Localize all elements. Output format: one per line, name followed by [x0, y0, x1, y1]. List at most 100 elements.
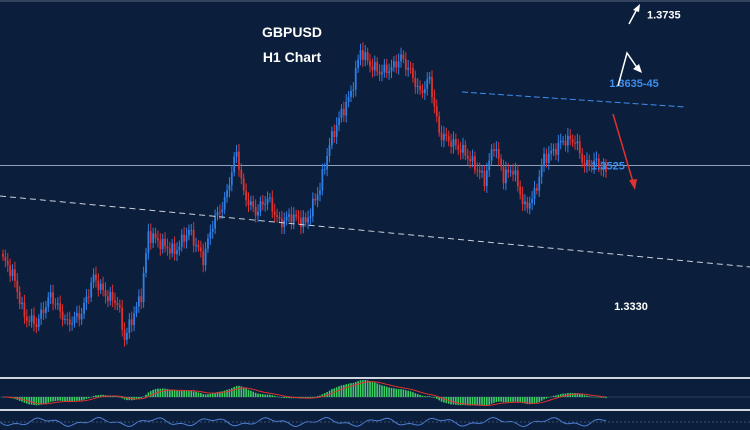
candle-body: [276, 215, 278, 217]
histogram-bar: [64, 397, 66, 402]
candle: [381, 64, 383, 82]
candle-body: [454, 139, 457, 146]
candle: [369, 53, 371, 73]
candle-body: [538, 176, 541, 191]
candle: [469, 151, 472, 169]
candle: [481, 164, 483, 178]
histogram-bar: [521, 397, 524, 404]
histogram-bar: [471, 397, 474, 406]
histogram-bar: [419, 394, 421, 397]
candle-body: [223, 197, 226, 210]
candle-body: [483, 170, 486, 187]
histogram-bar: [381, 385, 383, 397]
candle-body: [309, 216, 312, 218]
candle-body: [557, 142, 560, 155]
candle: [109, 287, 112, 306]
histogram-bar: [583, 395, 586, 397]
candle: [292, 207, 295, 230]
histogram-bar: [481, 397, 483, 406]
candle: [300, 210, 302, 235]
histogram-bar: [231, 388, 233, 397]
candle: [366, 47, 369, 65]
histogram-bar: [35, 397, 38, 406]
histogram-bar: [533, 397, 536, 404]
candle: [152, 227, 155, 249]
histogram-bar: [321, 394, 324, 397]
candle-body: [345, 101, 348, 116]
candle-body: [271, 197, 274, 212]
candle-body: [102, 283, 105, 291]
candle: [273, 203, 276, 223]
candle-body: [23, 302, 26, 317]
candle-body: [87, 296, 90, 298]
histogram-bar: [385, 386, 388, 397]
candle: [252, 195, 255, 213]
candle-body: [474, 156, 476, 170]
histogram-bar: [459, 397, 462, 406]
candle-body: [438, 116, 441, 133]
candle-body: [521, 194, 524, 205]
candle-body: [176, 250, 178, 255]
candle-body: [35, 324, 38, 327]
candle: [309, 208, 312, 225]
candle-body: [452, 139, 455, 147]
candle: [164, 232, 166, 253]
candle: [25, 309, 28, 328]
histogram-bar: [414, 393, 417, 397]
candle-body: [361, 50, 364, 60]
candle: [476, 162, 479, 177]
candle: [495, 141, 498, 159]
candle: [509, 166, 512, 177]
candle: [304, 212, 307, 227]
candle-body: [14, 269, 16, 281]
candle-body: [421, 90, 424, 94]
histogram-bar: [121, 397, 123, 399]
histogram-bar: [378, 384, 381, 397]
candle: [42, 301, 45, 321]
candle: [474, 151, 476, 175]
candle: [197, 240, 200, 252]
candle: [593, 152, 595, 174]
price-level-labels: 1.3735 1.3635-45 1.3525 1.3330: [591, 9, 680, 313]
candle-body: [109, 291, 112, 302]
histogram-bar: [114, 396, 116, 397]
candle: [73, 311, 76, 328]
candle: [311, 192, 314, 222]
candle: [192, 222, 195, 253]
candle-body: [266, 198, 269, 204]
arrow-zigzag: [617, 51, 642, 87]
histogram-bar: [416, 394, 419, 397]
histogram-bar: [586, 395, 588, 397]
candle-body: [462, 144, 464, 153]
candle-body: [245, 190, 248, 201]
candle: [59, 295, 62, 319]
candle: [221, 201, 224, 219]
candle-body: [443, 134, 445, 141]
candle: [350, 85, 352, 103]
histogram-bar: [221, 391, 224, 397]
histogram-bar: [404, 390, 407, 397]
candle-body: [178, 246, 181, 251]
candle-body: [64, 319, 66, 321]
candle: [402, 50, 405, 64]
histogram-bar: [200, 393, 202, 397]
candle: [247, 192, 250, 213]
histogram-bar: [512, 397, 514, 402]
histogram-bar: [507, 397, 510, 403]
histogram-bar: [390, 387, 393, 397]
candle-body: [61, 311, 64, 320]
histogram-bar: [559, 394, 562, 397]
histogram-bar: [424, 396, 426, 397]
candle: [414, 70, 417, 94]
candle-body: [238, 151, 240, 170]
candle: [180, 229, 183, 252]
candle-body: [395, 61, 398, 68]
candle-body: [512, 171, 514, 175]
candle: [347, 91, 350, 108]
histogram-bar: [500, 397, 502, 402]
candle: [569, 128, 572, 146]
candle-body: [300, 218, 302, 228]
candle: [178, 240, 181, 256]
histogram-bar: [412, 392, 414, 397]
candle-body: [423, 88, 426, 94]
